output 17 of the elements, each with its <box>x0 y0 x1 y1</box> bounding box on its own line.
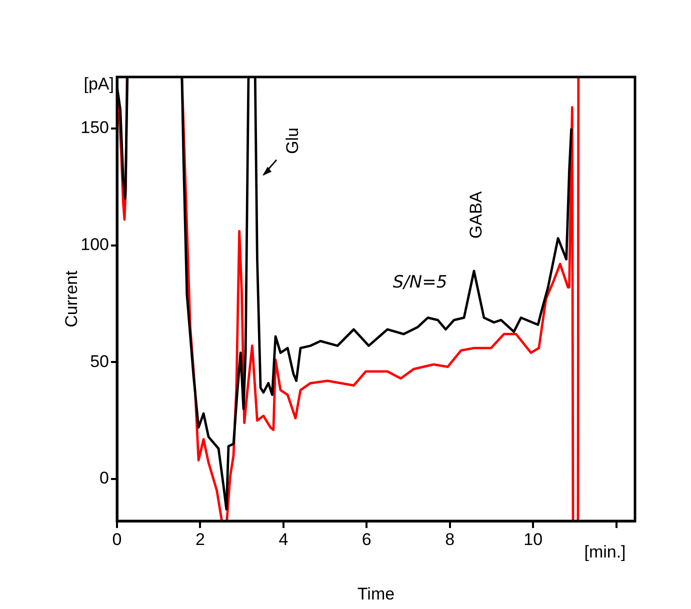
x-tick-label: 4 <box>278 530 288 549</box>
y-tick-label: 0 <box>100 468 109 488</box>
y-axis-title: Current <box>62 270 81 328</box>
annotation: S/N=5 <box>392 272 448 292</box>
y-tick-label: 150 <box>80 118 109 138</box>
x-axis-title: Time <box>357 584 395 604</box>
x-tick-label: 6 <box>362 530 372 549</box>
x-tick-label: 10 <box>524 530 543 549</box>
x-tick-label: 2 <box>195 530 205 549</box>
y-tick-label: 100 <box>80 234 109 254</box>
text: [pA] <box>84 74 114 94</box>
x-tick-label: 8 <box>445 530 455 549</box>
annotation: GABA <box>466 190 486 239</box>
y-tick-label: 50 <box>90 352 109 371</box>
x-tick-label: 0 <box>112 530 122 549</box>
text: [min.] <box>584 542 626 562</box>
annotation: Glu <box>283 128 302 154</box>
